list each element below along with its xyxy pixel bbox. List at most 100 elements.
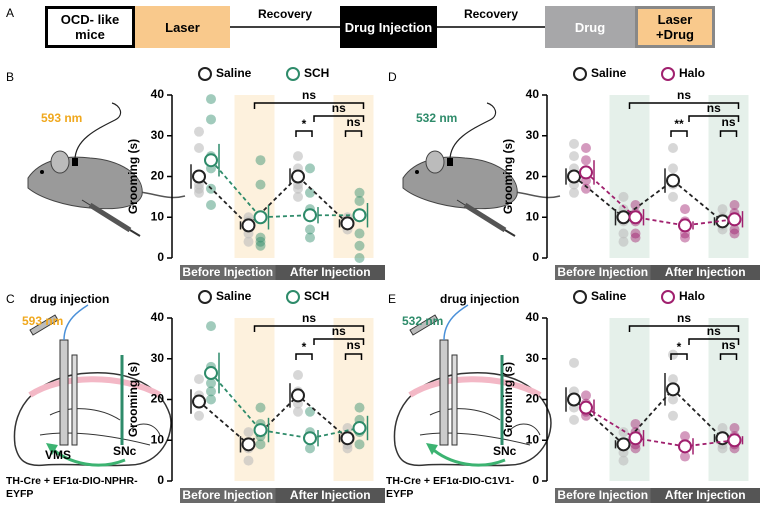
significance-label: ns bbox=[707, 101, 721, 115]
data-point bbox=[668, 410, 678, 421]
mean-marker bbox=[253, 423, 268, 438]
group-label: Before Injection bbox=[182, 265, 273, 279]
data-point bbox=[293, 370, 303, 381]
data-point bbox=[729, 423, 740, 434]
wavelength-label: 532 nm bbox=[402, 314, 443, 328]
mouse-body bbox=[27, 156, 143, 210]
mean-marker bbox=[628, 210, 643, 225]
significance-bracket bbox=[688, 115, 740, 122]
data-point bbox=[255, 232, 266, 243]
y-tick-label: 30 bbox=[151, 351, 165, 365]
significance-bracket bbox=[628, 102, 740, 109]
legend-label: Saline bbox=[216, 289, 252, 303]
laser-syringe bbox=[409, 314, 439, 336]
data-point bbox=[206, 321, 216, 332]
y-tick-label: 40 bbox=[526, 310, 540, 324]
injection-cannula bbox=[59, 339, 69, 446]
mean-line bbox=[585, 171, 735, 227]
data-point bbox=[243, 236, 254, 247]
mouse-ear bbox=[425, 150, 445, 174]
mouse-eye bbox=[40, 170, 44, 174]
data-point bbox=[729, 228, 740, 239]
group-bar bbox=[650, 265, 760, 280]
laser-shade bbox=[609, 318, 650, 481]
panel-letter: C bbox=[6, 292, 15, 306]
panel-letter: B bbox=[6, 70, 14, 84]
data-point bbox=[354, 187, 365, 198]
mean-marker bbox=[192, 169, 206, 184]
laser-shade bbox=[708, 318, 749, 481]
data-point bbox=[581, 390, 591, 401]
mean-marker bbox=[628, 431, 643, 446]
group-bar bbox=[650, 488, 760, 503]
significance-bracket bbox=[253, 325, 365, 332]
data-point bbox=[354, 195, 365, 206]
fiber-tip bbox=[72, 158, 78, 166]
significance-bracket bbox=[253, 102, 365, 109]
data-point bbox=[630, 418, 641, 429]
y-tick-label: 20 bbox=[151, 392, 165, 406]
timeline-step: Laser +Drug bbox=[635, 6, 715, 48]
y-tick-label: 0 bbox=[157, 473, 164, 487]
group-label: After Injection bbox=[290, 488, 371, 502]
group-bar bbox=[555, 265, 651, 280]
legend-label: SCH bbox=[304, 289, 329, 303]
mean-marker bbox=[291, 169, 305, 184]
legend-label: Saline bbox=[591, 289, 627, 303]
mouse-eye bbox=[415, 170, 419, 174]
timeline-step: Laser bbox=[135, 6, 230, 48]
data-point bbox=[569, 151, 579, 162]
legend-marker bbox=[661, 67, 675, 81]
y-tick-label: 30 bbox=[526, 351, 540, 365]
mean-marker bbox=[303, 431, 317, 446]
significance-label: ns bbox=[346, 338, 360, 352]
y-tick-label: 0 bbox=[532, 473, 539, 487]
optic-fiber bbox=[449, 102, 497, 161]
wavelength-label: 593 nm bbox=[41, 111, 82, 125]
significance-label: ** bbox=[674, 117, 684, 131]
data-point bbox=[255, 155, 266, 166]
legend-label: Halo bbox=[679, 289, 705, 303]
significance-label: * bbox=[677, 340, 682, 354]
group-label: After Injection bbox=[665, 265, 746, 279]
data-point bbox=[206, 114, 216, 125]
arrow-head bbox=[426, 443, 438, 455]
mean-marker bbox=[567, 392, 581, 407]
legend-marker bbox=[573, 290, 587, 304]
y-tick-label: 30 bbox=[151, 128, 165, 142]
mean-marker bbox=[567, 169, 581, 184]
panel-letter: D bbox=[388, 70, 397, 84]
optic-fiber bbox=[71, 354, 78, 446]
significance-label: ns bbox=[332, 324, 346, 338]
syringe-plunger bbox=[129, 229, 141, 237]
mean-marker bbox=[727, 433, 742, 448]
laser-shade bbox=[234, 318, 275, 481]
injection-label: drug injection bbox=[440, 292, 519, 306]
y-tick-label: 10 bbox=[151, 432, 165, 446]
significance-label: ns bbox=[302, 311, 316, 325]
significance-label: ns bbox=[721, 338, 735, 352]
mean-marker bbox=[204, 366, 218, 381]
data-point bbox=[668, 374, 678, 385]
data-point bbox=[630, 443, 641, 454]
significance-label: ns bbox=[302, 88, 316, 102]
panel-letter: E bbox=[388, 292, 396, 306]
data-point bbox=[255, 179, 266, 190]
brain-illustration bbox=[13, 304, 172, 467]
significance-bracket bbox=[295, 130, 313, 137]
brain-detail bbox=[419, 408, 541, 446]
data-point bbox=[206, 94, 216, 105]
wavelength-label: 532 nm bbox=[416, 111, 457, 125]
mean-marker bbox=[579, 165, 593, 180]
significance-bracket bbox=[670, 130, 688, 137]
mean-marker bbox=[303, 208, 317, 223]
mean-line bbox=[573, 388, 724, 446]
mean-line bbox=[210, 372, 360, 440]
legend-marker bbox=[573, 67, 587, 81]
data-point bbox=[680, 431, 690, 442]
mean-marker bbox=[241, 218, 256, 233]
timeline-label: Recovery bbox=[258, 7, 312, 21]
legend-marker bbox=[661, 290, 675, 304]
data-point bbox=[630, 232, 641, 243]
